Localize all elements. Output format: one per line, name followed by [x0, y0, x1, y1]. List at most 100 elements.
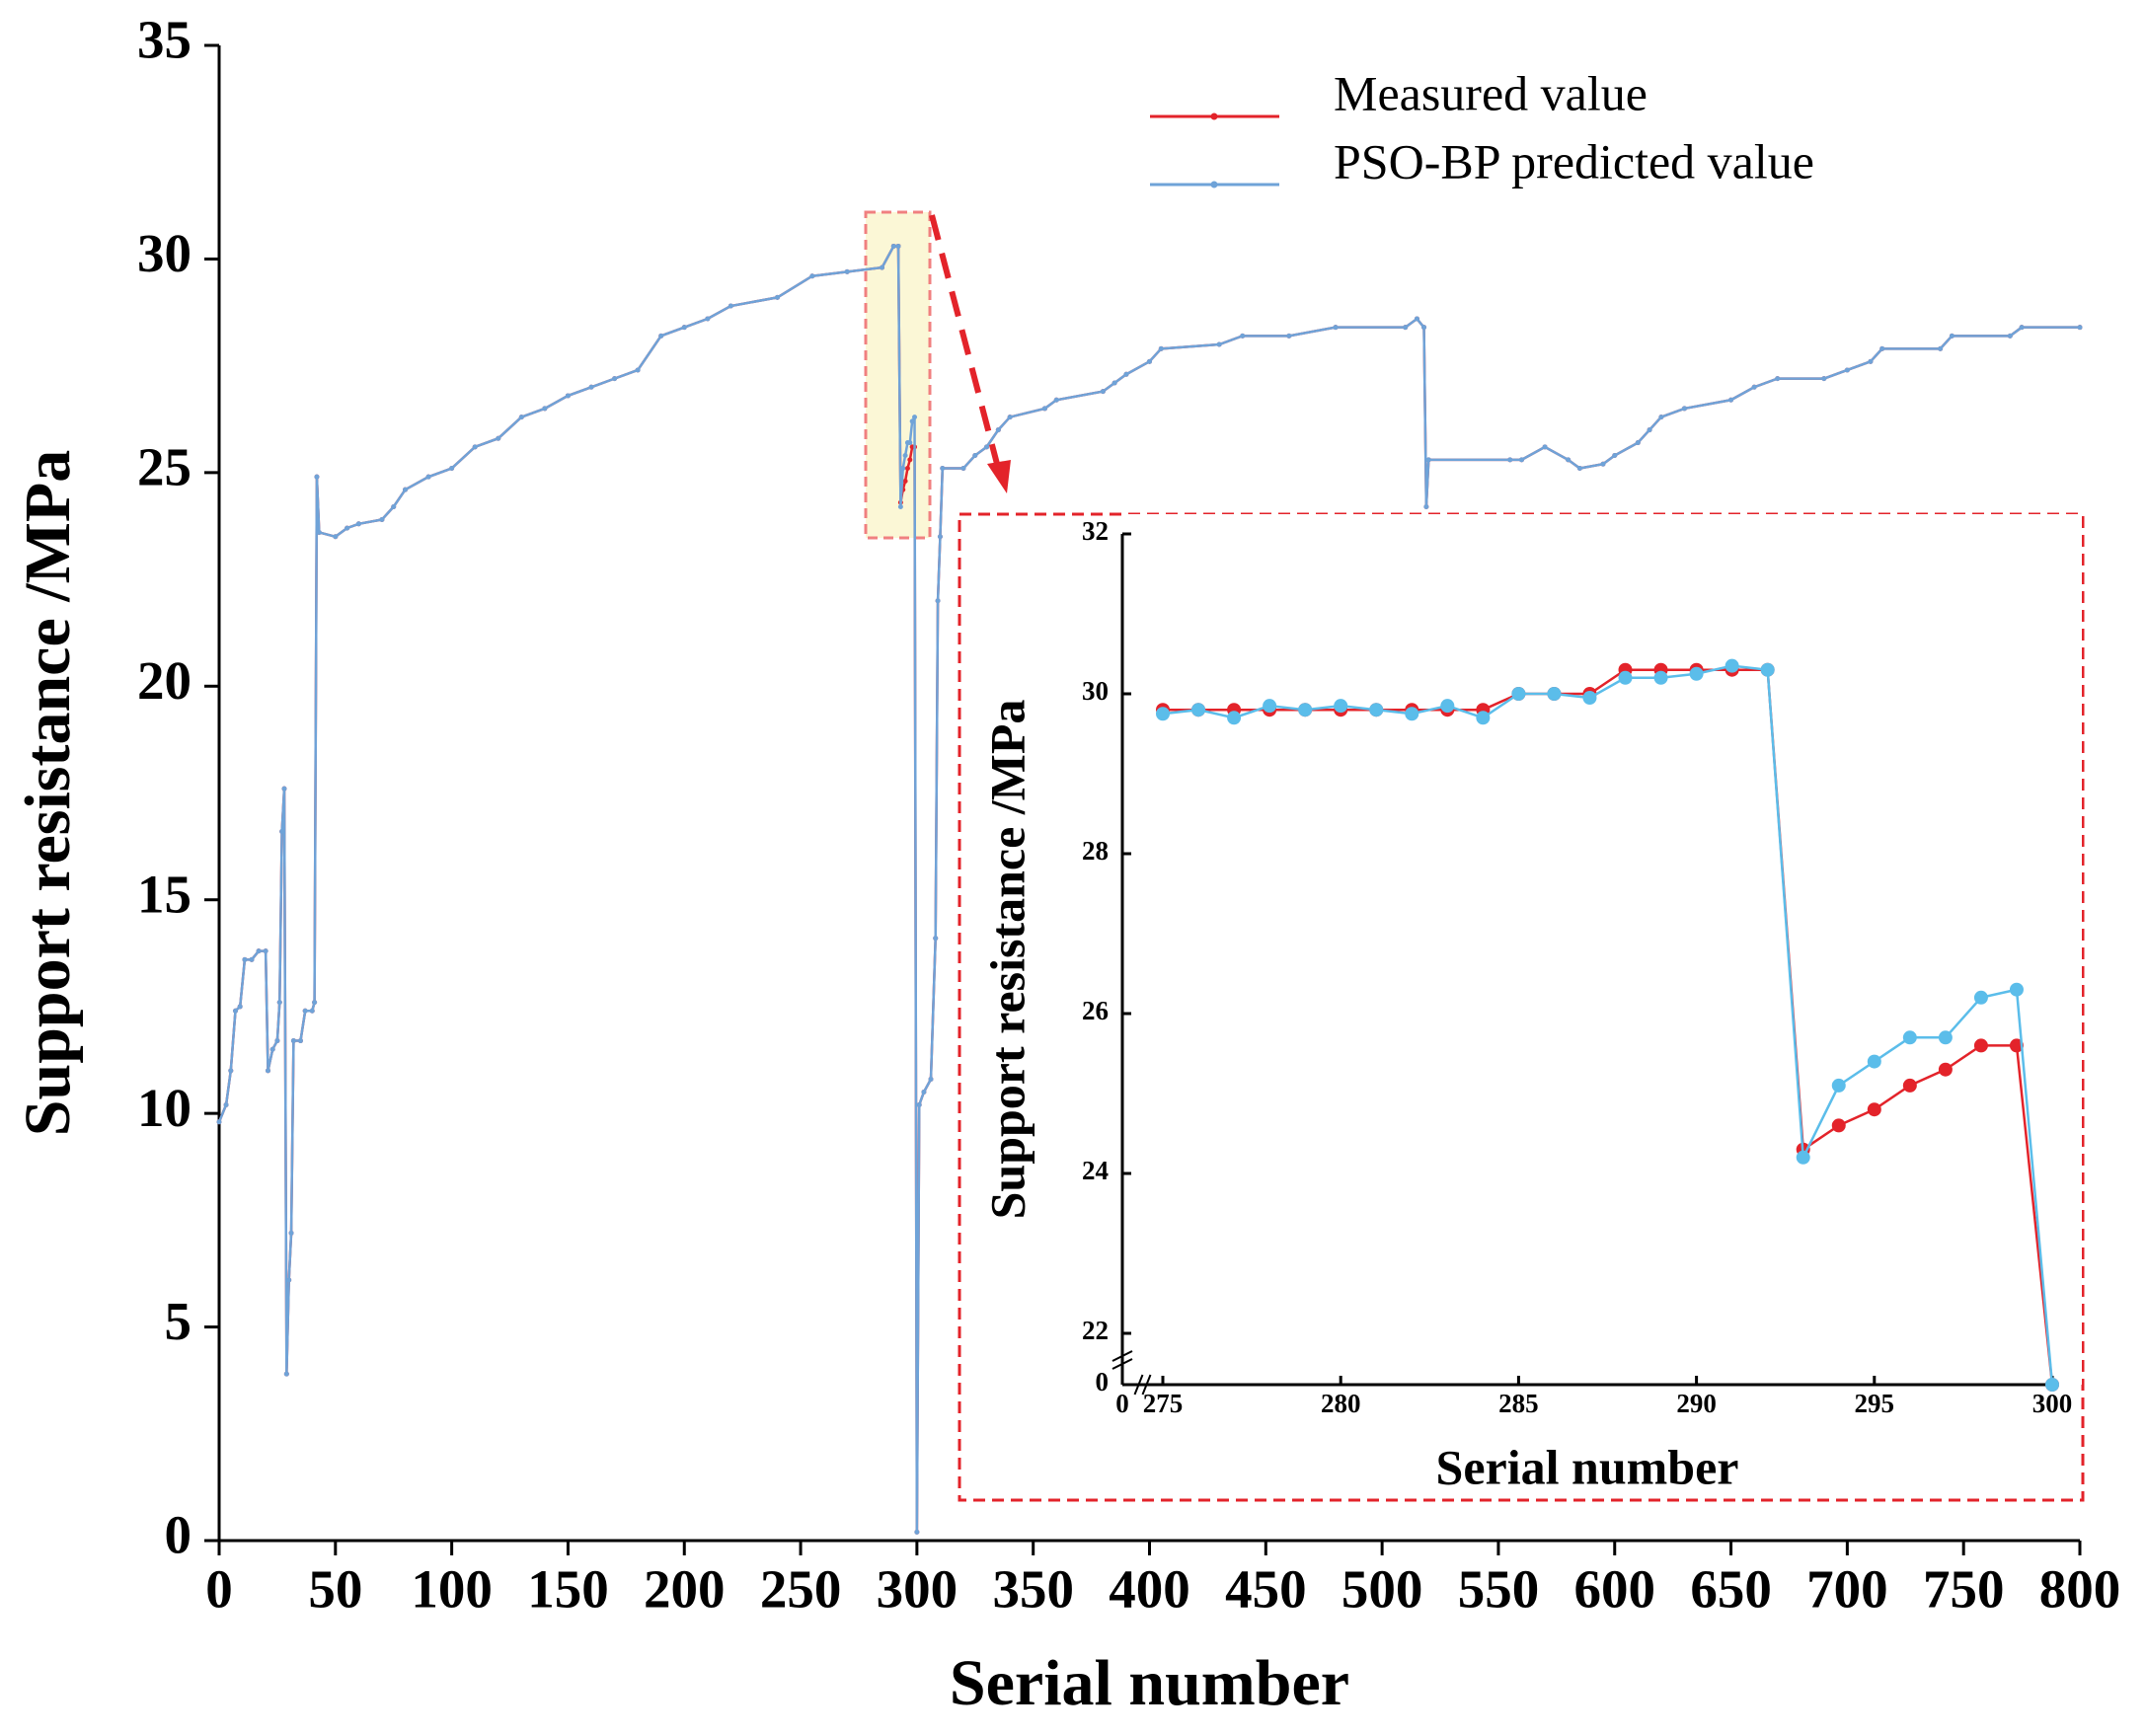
- data-point: [1440, 699, 1455, 714]
- data-point: [297, 1038, 303, 1044]
- data-point: [658, 333, 664, 339]
- data-point: [2019, 325, 2025, 331]
- data-point: [472, 444, 478, 450]
- x-tick-label: 280: [1321, 1389, 1361, 1418]
- data-point: [904, 466, 910, 472]
- data-point: [1844, 367, 1850, 373]
- data-point: [1403, 325, 1409, 331]
- data-point: [1938, 345, 1944, 351]
- data-point: [355, 521, 361, 527]
- data-point: [518, 415, 524, 420]
- data-point: [1156, 707, 1170, 721]
- data-point: [283, 1371, 289, 1377]
- data-point: [1100, 389, 1106, 395]
- data-point: [2045, 1378, 2059, 1392]
- data-point: [1263, 699, 1277, 714]
- x-tick-label: 550: [1458, 1559, 1540, 1620]
- x-axis-label: Serial number: [1436, 1439, 1739, 1494]
- data-point: [237, 1004, 243, 1010]
- data-point: [1647, 427, 1652, 433]
- y-tick-label: 25: [137, 436, 192, 496]
- data-point: [1653, 670, 1668, 685]
- data-point: [907, 457, 913, 463]
- data-point: [249, 956, 255, 962]
- x-tick-label: 150: [527, 1559, 609, 1620]
- data-point: [1760, 662, 1775, 677]
- data-point: [1576, 466, 1582, 472]
- data-point: [1041, 406, 1047, 412]
- y-axis-label: Support resistance /MPa: [12, 450, 84, 1136]
- data-point: [1681, 406, 1687, 412]
- y-tick-label: 32: [1082, 516, 1109, 546]
- data-point: [1421, 325, 1427, 331]
- data-point: [1333, 325, 1339, 331]
- data-point: [705, 316, 711, 322]
- data-point: [1796, 1150, 1810, 1165]
- axis-break: [1111, 1350, 1133, 1370]
- data-point: [274, 1038, 280, 1044]
- axis-break: [1133, 1374, 1152, 1396]
- x-tick-label: 285: [1498, 1389, 1539, 1418]
- data-point: [2009, 1038, 2024, 1053]
- data-point: [1519, 457, 1524, 463]
- x-tick-label: 650: [1690, 1559, 1772, 1620]
- data-point: [1542, 444, 1548, 450]
- data-point: [1147, 358, 1152, 364]
- data-point: [345, 525, 350, 531]
- data-point: [1831, 1118, 1846, 1133]
- inset-frame: [958, 512, 2085, 1502]
- data-point: [935, 598, 941, 604]
- x-tick-label: 350: [992, 1559, 1074, 1620]
- data-point: [1547, 687, 1562, 701]
- data-point: [1476, 711, 1491, 725]
- data-point: [1414, 316, 1419, 322]
- data-point: [972, 453, 978, 459]
- data-point: [242, 956, 248, 962]
- data-point: [286, 1277, 292, 1283]
- data-point: [681, 325, 687, 331]
- y-tick-label: 0: [165, 1505, 192, 1565]
- data-point: [937, 534, 943, 540]
- x-tick-label: 400: [1109, 1559, 1190, 1620]
- y-tick-label: 10: [137, 1078, 192, 1138]
- data-point: [1191, 703, 1206, 717]
- data-point: [1298, 703, 1313, 717]
- data-point: [1658, 415, 1664, 420]
- data-point: [960, 466, 966, 472]
- data-point: [425, 474, 431, 480]
- data-point: [1227, 711, 1242, 725]
- data-point: [612, 376, 618, 382]
- x-tick-label: 50: [308, 1559, 362, 1620]
- data-point: [1689, 666, 1704, 681]
- data-point: [449, 466, 455, 472]
- data-point: [1775, 376, 1781, 382]
- y-tick-label: 15: [137, 864, 192, 924]
- data-point: [1973, 1038, 1988, 1053]
- x-tick-label: 250: [760, 1559, 842, 1620]
- data-point: [728, 303, 733, 309]
- data-point: [302, 1008, 308, 1014]
- data-point: [1053, 397, 1059, 403]
- data-point: [403, 487, 408, 492]
- data-point: [1582, 691, 1597, 706]
- data-point: [1618, 670, 1633, 685]
- data-point: [1949, 333, 1954, 339]
- data-point: [1879, 345, 1885, 351]
- data-point: [844, 268, 850, 274]
- data-point: [635, 367, 641, 373]
- data-point: [1334, 699, 1348, 714]
- data-point: [916, 1101, 922, 1107]
- y-tick-label: 5: [165, 1291, 192, 1351]
- data-point: [1600, 461, 1606, 467]
- data-point: [588, 384, 594, 390]
- data-point: [1902, 1078, 1917, 1093]
- y-tick-label: 26: [1082, 996, 1109, 1025]
- data-point: [909, 418, 915, 424]
- data-point: [1507, 457, 1513, 463]
- x-tick-label: 700: [1806, 1559, 1888, 1620]
- data-point: [309, 1008, 315, 1014]
- y-axis-label: Support resistance /MPa: [979, 700, 1035, 1220]
- data-point: [907, 440, 913, 446]
- data-point: [1635, 440, 1641, 446]
